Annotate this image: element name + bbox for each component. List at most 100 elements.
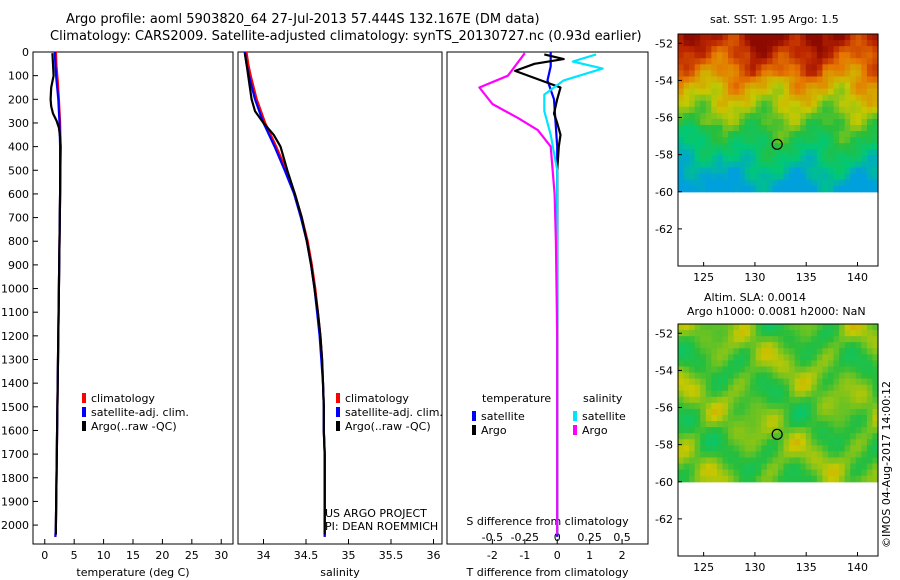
sst-cell bbox=[783, 161, 790, 169]
sla-cell bbox=[778, 324, 785, 331]
sst-cell bbox=[689, 58, 696, 65]
sst-cell bbox=[855, 173, 862, 181]
sst-cell bbox=[755, 155, 762, 163]
sst-cell bbox=[866, 118, 874, 126]
sst-cell bbox=[850, 185, 857, 193]
sla-cell bbox=[816, 390, 824, 398]
sst-cell bbox=[711, 76, 718, 84]
sla-cell bbox=[722, 457, 729, 465]
sst-cell bbox=[800, 94, 807, 102]
sst-cell bbox=[822, 52, 829, 59]
sst-cell bbox=[855, 155, 862, 163]
sst-cell bbox=[794, 143, 801, 150]
sla-cell bbox=[683, 330, 690, 337]
sst-cell bbox=[683, 167, 690, 175]
sst-cell bbox=[711, 143, 718, 150]
sla-cell bbox=[694, 427, 701, 434]
sst-cell bbox=[789, 137, 796, 144]
sla-cell bbox=[761, 469, 768, 477]
sla-cell bbox=[822, 457, 829, 465]
sla-cell bbox=[822, 439, 829, 446]
sla-cell bbox=[739, 378, 746, 386]
sla-cell bbox=[739, 402, 746, 410]
sla-cell bbox=[733, 330, 740, 337]
sst-cell bbox=[872, 161, 879, 169]
sla-cell bbox=[744, 415, 751, 422]
sst-cell bbox=[744, 185, 751, 193]
sla-cell bbox=[700, 360, 707, 368]
sla-cell bbox=[855, 342, 862, 349]
sla-cell bbox=[694, 439, 701, 446]
sst-cell bbox=[861, 40, 868, 47]
sla-cell bbox=[744, 396, 751, 404]
sla-cell bbox=[789, 372, 796, 380]
sla-cell bbox=[861, 433, 868, 440]
sla-cell bbox=[833, 390, 840, 398]
sst-cell bbox=[855, 137, 862, 144]
sst-cell bbox=[850, 155, 857, 163]
sst-cell bbox=[700, 173, 707, 181]
legend-swatch bbox=[336, 393, 340, 403]
sla-cell bbox=[811, 421, 818, 428]
sla-cell bbox=[811, 366, 818, 374]
sla-cell bbox=[800, 402, 807, 410]
sst-cell bbox=[833, 34, 840, 41]
sla-cell bbox=[839, 445, 846, 453]
sst-cell bbox=[772, 82, 779, 90]
sla-cell bbox=[811, 439, 818, 446]
sla-cell bbox=[700, 348, 707, 355]
sst-cell bbox=[689, 161, 696, 169]
sla-cell bbox=[722, 463, 729, 471]
sst-cell bbox=[739, 131, 746, 138]
sst-cell bbox=[750, 161, 757, 169]
sst-cell bbox=[861, 125, 868, 132]
sla-cell bbox=[778, 378, 785, 386]
sla-cell bbox=[833, 463, 840, 471]
sst-cell bbox=[794, 76, 801, 84]
sla-cell bbox=[866, 408, 874, 416]
sla-cell bbox=[711, 378, 718, 386]
depth-y-tick-label: 1600 bbox=[1, 424, 29, 437]
sst-cell bbox=[811, 94, 818, 102]
sst-cell bbox=[833, 64, 840, 72]
sst-cell bbox=[828, 125, 835, 132]
sst-cell bbox=[783, 155, 790, 163]
sst-cell bbox=[689, 46, 696, 53]
sst-cell bbox=[716, 179, 724, 187]
sst-cell bbox=[855, 64, 862, 72]
sst-cell bbox=[716, 94, 724, 102]
sst-cell bbox=[683, 94, 690, 102]
sla-cell bbox=[789, 427, 796, 434]
sla-cell bbox=[722, 390, 729, 398]
difference-x-tick-label: 1 bbox=[586, 549, 593, 562]
sst-cell bbox=[733, 70, 740, 78]
sla-cell bbox=[683, 402, 690, 410]
sst-cell bbox=[772, 34, 779, 41]
sst-cell bbox=[678, 149, 685, 156]
sst-cell bbox=[850, 40, 857, 47]
sst-cell bbox=[844, 52, 851, 59]
sla-cell bbox=[866, 451, 874, 459]
sst-cell bbox=[828, 88, 835, 96]
sla-cell bbox=[750, 415, 757, 422]
sla-cell bbox=[866, 360, 874, 368]
sla-cell bbox=[855, 390, 862, 398]
sst-cell bbox=[739, 94, 746, 102]
sla-cell bbox=[700, 372, 707, 380]
sst-cell bbox=[811, 185, 818, 193]
legend-header-temperature: temperature bbox=[482, 392, 551, 405]
sst-cell bbox=[861, 76, 868, 84]
sst-cell bbox=[772, 173, 779, 181]
sla-cell bbox=[722, 439, 729, 446]
sst-cell bbox=[844, 34, 851, 41]
sla-cell bbox=[844, 475, 851, 483]
sla-cell bbox=[700, 342, 707, 349]
sla-cell bbox=[772, 378, 779, 386]
sla-cell bbox=[694, 354, 701, 362]
sst-lat-label: -52 bbox=[655, 37, 673, 50]
sla-cell bbox=[722, 366, 729, 374]
sst-cell bbox=[789, 94, 796, 102]
sst-cell bbox=[694, 161, 701, 169]
sla-cell bbox=[833, 457, 840, 465]
sla-cell bbox=[739, 439, 746, 446]
